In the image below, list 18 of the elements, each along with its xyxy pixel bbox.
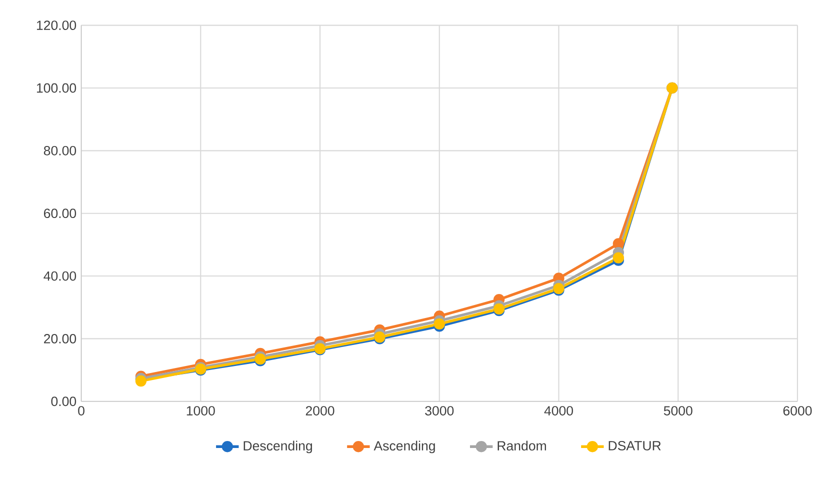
legend-label: DSATUR xyxy=(608,441,661,450)
legend-label: Ascending xyxy=(374,440,435,454)
legend-label: Descending xyxy=(244,440,312,454)
y-tick-label: 20.00 xyxy=(44,334,76,344)
y-tick-label: 80.00 xyxy=(44,146,76,156)
x-tick-label: 6000 xyxy=(783,406,812,416)
x-tick-label: 3000 xyxy=(425,406,454,416)
y-tick-label: 60.00 xyxy=(44,208,76,218)
y-tick-label: 100.00 xyxy=(36,83,76,93)
legend-label: Random xyxy=(498,440,546,451)
x-tick-label: 4000 xyxy=(544,406,573,416)
x-tick-label: 2000 xyxy=(306,406,334,416)
y-tick-label: 40.00 xyxy=(44,271,76,281)
y-tick-label: 0.00 xyxy=(51,396,76,406)
y-tick-label: 120.00 xyxy=(36,20,76,30)
x-tick-label: 0 xyxy=(78,406,84,416)
x-tick-label: 1000 xyxy=(186,406,215,416)
x-tick-label: 5000 xyxy=(664,406,692,416)
